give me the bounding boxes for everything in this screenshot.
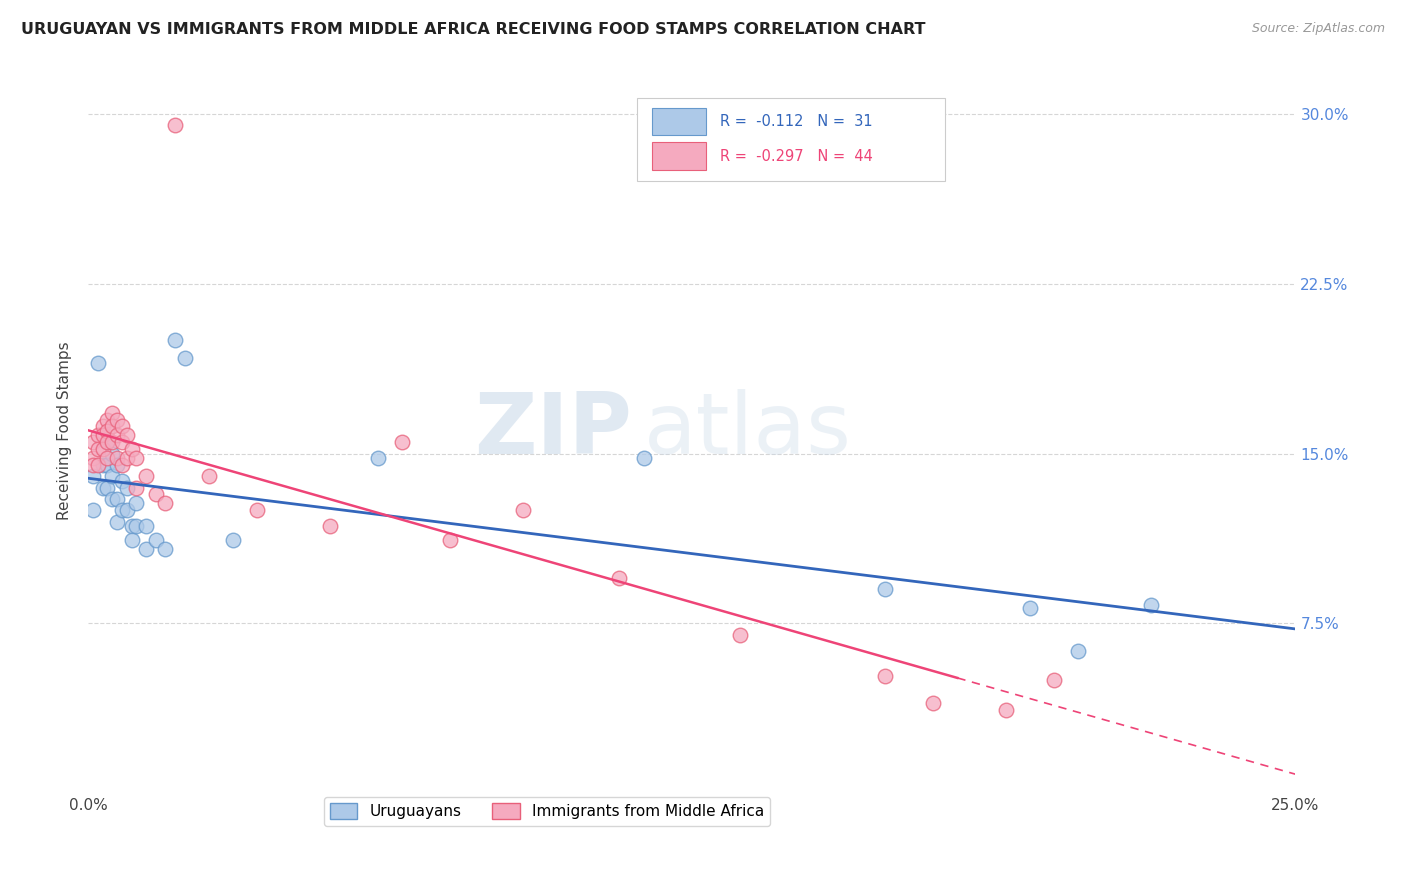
Text: ZIP: ZIP [474, 390, 631, 473]
Point [1139, 599, 1161, 613]
Point [145, 487, 167, 501]
Point [96, 451, 118, 466]
Point [1067, 643, 1090, 657]
Point [198, 469, 221, 483]
Point [101, 447, 124, 461]
Text: atlas: atlas [644, 390, 852, 473]
Point [246, 503, 269, 517]
Point [105, 515, 128, 529]
Point [165, 334, 187, 348]
Point [87, 458, 110, 472]
Point [121, 519, 143, 533]
Point [125, 481, 148, 495]
Point [1018, 600, 1040, 615]
Point [135, 519, 157, 533]
Point [91, 442, 114, 456]
Point [101, 435, 124, 450]
Point [115, 503, 138, 517]
Point [155, 496, 177, 510]
Y-axis label: Receiving Food Stamps: Receiving Food Stamps [58, 342, 72, 520]
Text: R =  -0.112   N =  31: R = -0.112 N = 31 [720, 114, 872, 129]
Point [82, 435, 104, 450]
Point [87, 356, 110, 370]
Point [87, 428, 110, 442]
Point [115, 428, 138, 442]
Point [115, 481, 138, 495]
Point [96, 458, 118, 472]
Point [105, 428, 128, 442]
Point [115, 451, 138, 466]
Point [222, 533, 245, 547]
Point [101, 406, 124, 420]
Point [96, 481, 118, 495]
Point [121, 533, 143, 547]
Point [633, 451, 655, 466]
Point [105, 458, 128, 472]
Point [96, 435, 118, 450]
Point [91, 458, 114, 472]
Point [155, 541, 177, 556]
Point [96, 412, 118, 426]
Point [101, 469, 124, 483]
Text: Source: ZipAtlas.com: Source: ZipAtlas.com [1251, 22, 1385, 36]
Point [96, 424, 118, 438]
Point [173, 351, 195, 366]
FancyBboxPatch shape [637, 97, 945, 181]
Point [125, 519, 148, 533]
Point [91, 481, 114, 495]
Point [111, 474, 134, 488]
Point [82, 503, 104, 517]
Point [135, 541, 157, 556]
Point [105, 491, 128, 506]
Point [96, 435, 118, 450]
Point [111, 458, 134, 472]
Point [1043, 673, 1066, 687]
Point [121, 442, 143, 456]
Point [165, 118, 187, 132]
Point [105, 412, 128, 426]
Point [91, 419, 114, 434]
Point [111, 419, 134, 434]
Point [873, 668, 896, 682]
Point [318, 519, 340, 533]
FancyBboxPatch shape [652, 143, 706, 170]
Point [82, 451, 104, 466]
Point [125, 496, 148, 510]
Text: URUGUAYAN VS IMMIGRANTS FROM MIDDLE AFRICA RECEIVING FOOD STAMPS CORRELATION CHA: URUGUAYAN VS IMMIGRANTS FROM MIDDLE AFRI… [21, 22, 925, 37]
Point [111, 435, 134, 450]
Point [101, 419, 124, 434]
Point [391, 435, 413, 450]
Point [609, 571, 631, 585]
Point [873, 582, 896, 597]
Text: R =  -0.297   N =  44: R = -0.297 N = 44 [720, 149, 873, 164]
Point [82, 469, 104, 483]
Point [135, 469, 157, 483]
Point [101, 491, 124, 506]
Point [994, 702, 1017, 716]
Point [512, 503, 534, 517]
Point [105, 451, 128, 466]
Point [125, 451, 148, 466]
Legend: Uruguayans, Immigrants from Middle Africa: Uruguayans, Immigrants from Middle Afric… [323, 797, 770, 826]
Point [922, 696, 945, 710]
Point [367, 451, 389, 466]
Point [145, 533, 167, 547]
FancyBboxPatch shape [652, 108, 706, 136]
Point [91, 428, 114, 442]
Point [82, 458, 104, 472]
Point [728, 628, 751, 642]
Point [87, 442, 110, 456]
Point [439, 533, 461, 547]
Point [111, 503, 134, 517]
